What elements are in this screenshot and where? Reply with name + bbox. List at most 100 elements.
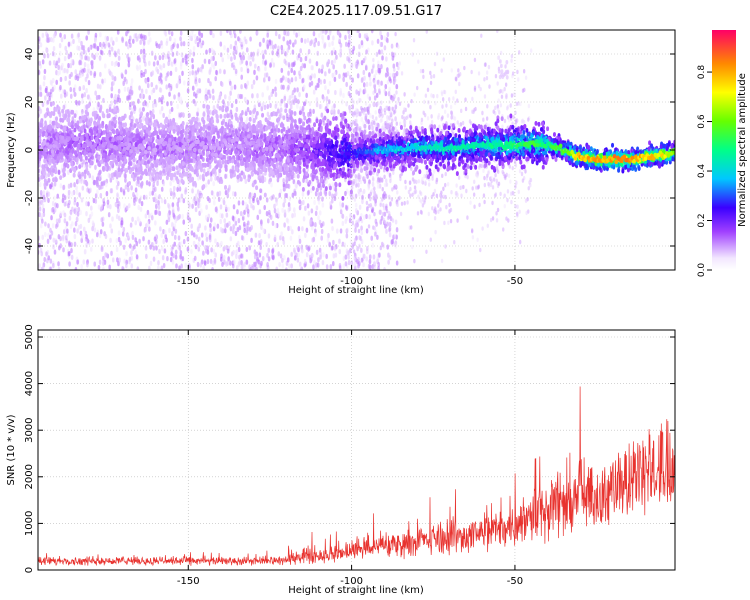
heatmap-cell — [270, 40, 273, 46]
heatmap-cell — [205, 236, 209, 242]
heatmap-cell — [313, 42, 316, 48]
heatmap-cell — [537, 121, 541, 127]
heatmap-cell — [114, 93, 117, 100]
heatmap-cell — [368, 259, 372, 265]
heatmap-cell — [240, 74, 244, 80]
heatmap-cell — [190, 230, 194, 236]
heatmap-cell — [471, 186, 474, 191]
heatmap-cell — [499, 103, 503, 108]
heatmap-cell — [229, 260, 232, 266]
heatmap-cell — [359, 179, 363, 185]
heatmap-cell — [263, 72, 267, 78]
heatmap-cell — [373, 95, 377, 101]
heatmap-cell — [216, 191, 219, 197]
heatmap-cell — [353, 237, 357, 243]
heatmap-cell — [247, 55, 251, 61]
heatmap-cell — [87, 201, 90, 207]
heatmap-cell — [172, 185, 176, 192]
heatmap-cell — [223, 45, 226, 51]
heatmap-cell — [196, 261, 200, 268]
heatmap-cell — [237, 240, 240, 246]
heatmap-cell — [103, 63, 107, 69]
heatmap-cell — [344, 190, 347, 197]
heatmap-cell — [353, 197, 357, 202]
heatmap-cell — [264, 49, 267, 55]
heatmap-cell — [89, 246, 93, 252]
heatmap-cell — [398, 101, 402, 106]
heatmap-cell — [345, 216, 348, 222]
heatmap-cell — [430, 114, 433, 119]
heatmap-cell — [303, 63, 307, 69]
heatmap-cell — [445, 103, 448, 108]
heatmap-cell — [442, 186, 445, 192]
heatmap-cell — [207, 179, 210, 185]
heatmap-cell — [297, 226, 301, 232]
heatmap-cell — [297, 31, 301, 37]
heatmap-cell — [109, 204, 112, 210]
heatmap-cell — [464, 106, 468, 112]
heatmap-cell — [296, 173, 300, 179]
heatmap-cell — [333, 246, 337, 252]
heatmap-cell — [221, 213, 224, 219]
heatmap-cell — [318, 219, 322, 225]
heatmap-cell — [360, 106, 363, 111]
heatmap-cell — [277, 128, 281, 133]
heatmap-cell — [135, 254, 139, 260]
heatmap-cell — [294, 39, 297, 45]
heatmap-cell — [179, 64, 183, 70]
heatmap-cell — [404, 185, 408, 190]
heatmap-cell — [287, 225, 290, 232]
heatmap-cell — [400, 201, 404, 206]
heatmap-cell — [246, 167, 250, 173]
heatmap-cell — [136, 266, 140, 270]
heatmap-cell — [160, 198, 164, 204]
heatmap-cell — [368, 96, 372, 101]
heatmap-cell — [280, 44, 284, 51]
heatmap-cell — [125, 263, 128, 269]
heatmap-cell — [52, 237, 56, 243]
heatmap-cell — [115, 238, 119, 244]
heatmap-cell — [175, 263, 178, 269]
heatmap-cell — [360, 213, 363, 218]
heatmap-cell — [368, 124, 371, 131]
heatmap-cell — [387, 91, 391, 97]
heatmap-cell — [128, 243, 132, 249]
heatmap-cell — [216, 242, 219, 248]
heatmap-cell — [280, 67, 284, 74]
heatmap-cell — [393, 241, 397, 248]
heatmap-cell — [335, 228, 339, 234]
heatmap-cell — [352, 168, 356, 174]
heatmap-cell — [388, 221, 392, 228]
heatmap-cell — [38, 206, 42, 212]
heatmap-cell — [176, 201, 180, 207]
heatmap-cell — [250, 192, 254, 198]
heatmap-cell — [228, 220, 231, 227]
heatmap-cell — [284, 76, 288, 82]
heatmap-cell — [117, 236, 121, 243]
heatmap-cell — [270, 195, 274, 201]
heatmap-cell — [250, 224, 253, 231]
heatmap-cell — [208, 68, 212, 74]
heatmap-cell — [329, 30, 332, 34]
heatmap-cell — [363, 176, 367, 181]
heatmap-cell — [41, 101, 45, 108]
heatmap-cell — [199, 66, 203, 73]
heatmap-cell — [116, 30, 120, 35]
heatmap-cell — [379, 245, 382, 251]
heatmap-cell — [158, 248, 161, 255]
heatmap-cell — [360, 230, 363, 236]
heatmap-cell — [52, 60, 56, 66]
heatmap-cell — [49, 266, 53, 270]
heatmap-cell — [395, 201, 399, 207]
heatmap-cell — [432, 93, 435, 99]
heatmap-cell — [296, 245, 300, 251]
heatmap-cell — [453, 240, 456, 245]
heatmap-cell — [59, 183, 63, 189]
heatmap-cell — [325, 96, 329, 102]
heatmap-cell — [130, 78, 134, 84]
heatmap-cell — [502, 227, 505, 232]
heatmap-cell — [384, 120, 387, 126]
heatmap-cell — [382, 122, 385, 129]
heatmap-cell — [367, 106, 370, 111]
heatmap-cell — [88, 45, 92, 51]
